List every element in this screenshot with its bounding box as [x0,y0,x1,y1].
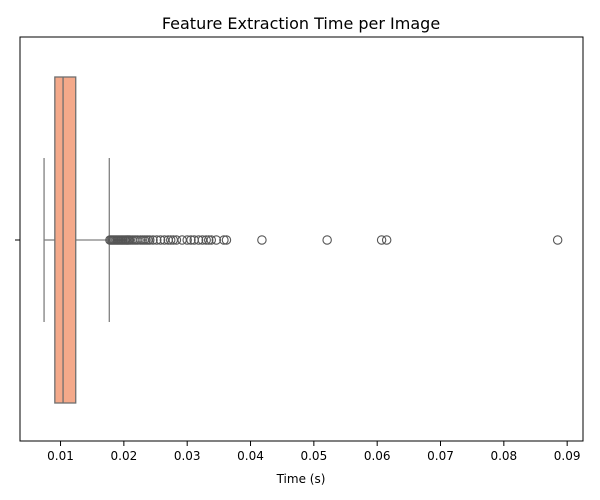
outlier-point [219,235,229,245]
outlier-point [165,235,176,245]
chart-title: Feature Extraction Time per Image [162,14,440,33]
box-plot-marks [43,76,563,404]
outlier-point [155,235,166,245]
outlier-point [177,235,187,245]
x-tick-label: 0.01 [47,449,74,463]
outlier-point [552,235,563,245]
outlier-point [201,235,211,245]
outlier-point [145,235,155,245]
x-axis-label: Time (s) [276,472,326,486]
x-tick-label: 0.03 [174,449,201,463]
outlier-point [381,235,392,245]
outlier-point [186,235,196,245]
outlier-point [171,235,182,245]
x-tick-label: 0.06 [364,449,391,463]
outlier-point [206,235,217,245]
outlier-point [203,235,214,245]
x-tick-label: 0.08 [490,449,517,463]
outlier-point [376,235,387,245]
outlier-point [193,235,204,245]
x-tick-label: 0.04 [237,449,264,463]
outlier-point [182,235,192,245]
outlier-point [211,235,222,245]
x-tick-label: 0.02 [111,449,138,463]
outlier-point [148,235,158,245]
x-tick-label: 0.09 [554,449,581,463]
x-tick-label: 0.05 [300,449,327,463]
x-axis: 0.01 0.02 0.03 0.04 0.05 0.06 0.07 0.08 0.09 [47,441,581,463]
plot-frame [19,36,584,442]
outlier-point [322,235,332,245]
outlier-point [221,235,232,245]
outlier-point [152,235,162,245]
outlier-point [257,235,267,245]
x-tick-label: 0.07 [427,449,454,463]
interquartile-box [54,76,77,404]
